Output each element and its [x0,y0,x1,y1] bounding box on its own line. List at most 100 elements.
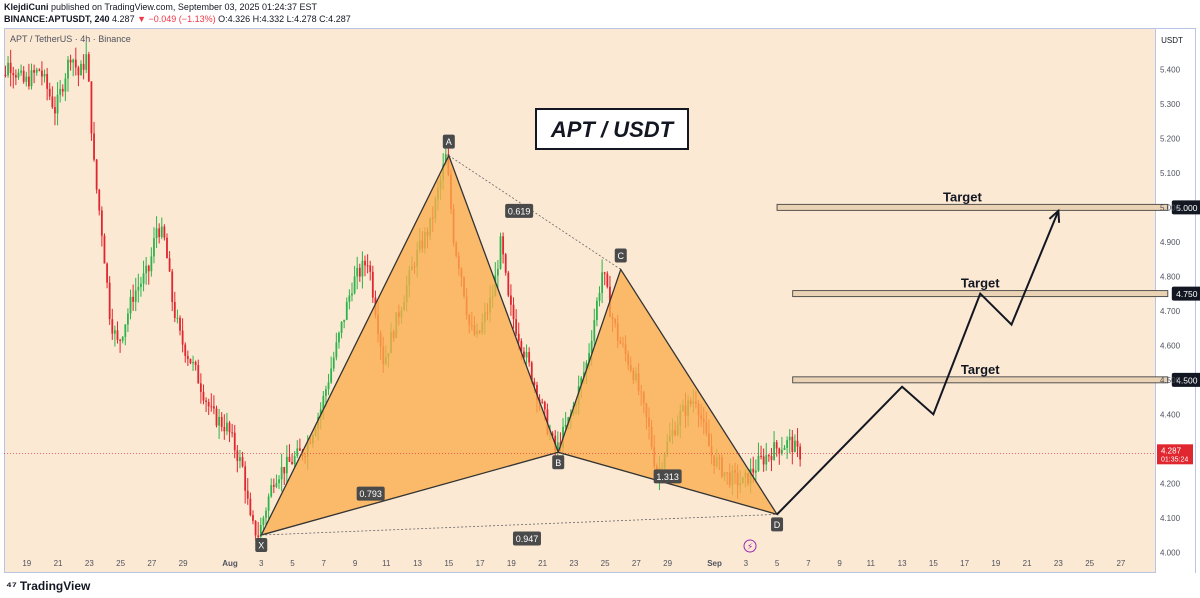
candle-body [603,272,606,274]
x-tick-label: 7 [322,559,327,568]
candle-body [153,238,155,257]
candle-body [150,256,153,272]
candle-body [791,436,794,453]
candle-body [351,293,353,296]
candle-body [199,383,202,392]
candle-body [215,408,218,426]
y-tick-label: 4.600 [1160,341,1181,350]
candle-body [338,332,340,343]
candle-body [220,416,223,427]
candle-body [168,258,171,272]
candle-body [528,352,531,363]
point-label-a-box [442,134,455,149]
candle-body [543,401,546,410]
target-zone [776,203,1169,211]
tradingview-text: TradingView [19,579,91,593]
x-tick-label: 15 [444,559,453,568]
candle-body [171,271,174,303]
candle-body [0,86,1,99]
candle-body [103,235,106,264]
author-name[interactable]: KlejdiCuni [4,2,49,12]
candle-body [330,368,333,383]
candle-body [252,515,254,521]
lightning-icon-glyph: ⚡ [747,543,753,553]
candle-body [59,88,62,95]
projection-path [776,210,1060,516]
candle-body [137,287,140,291]
candle-body [262,517,265,526]
candle-body [606,273,609,287]
candle-body [54,107,56,114]
candle-body [369,265,372,272]
candle-body [69,59,72,63]
candle-body [93,133,95,160]
tradingview-logo[interactable]: ⁴⁷ TradingView [6,579,90,593]
candle-body [35,69,38,73]
candle-body [189,358,192,364]
chart-title: APT / USDT [550,117,675,142]
x-tick-label: 15 [929,559,938,568]
target-price-tag: 4.750 [1176,289,1198,299]
ratio-label-box [512,531,541,546]
candle-body [585,362,588,373]
target-label: Target [961,276,1000,291]
candle-body [218,416,221,426]
candle-body [124,324,127,337]
candle-body [212,406,215,409]
candle-body [158,228,161,238]
candle-body [254,520,257,536]
target-price-tag: 5.000 [1176,203,1198,213]
candle-body [298,448,301,451]
lightning-icon [743,539,757,553]
y-tick-label: 4.200 [1160,479,1181,488]
symbol-name[interactable]: BINANCE:APTUSDT, 240 [4,14,110,24]
y-tick-label: 5.000 [1160,203,1181,212]
candle-body [95,159,98,190]
candle-body [197,364,200,384]
candle-body [530,362,533,382]
candle-body [523,351,525,358]
candle-body [38,69,41,71]
footer: ⁴⁷ TradingView [0,574,1200,598]
ratio-label-box [505,203,534,218]
projection-arrowhead [1048,208,1061,223]
x-tick-label: 3 [259,559,264,568]
x-tick-label: 3 [744,559,749,568]
candle-body [249,498,252,516]
candle-body [765,455,768,465]
candle-body [12,73,15,76]
candle-body [106,263,108,283]
x-tick-label: 11 [382,559,391,568]
candle-body [778,448,781,454]
candle-body [257,535,260,538]
candle-body [244,466,247,491]
candle-body [121,336,124,341]
publish-info: published on TradingView.com, September … [51,2,318,12]
target-price-tag-box [1171,372,1200,387]
x-tick-label: 9 [353,559,358,568]
candle-body [77,67,80,76]
pattern-triangle-xab [260,153,560,537]
x-tick-label: 5 [775,559,780,568]
candle-body [285,456,288,474]
candle-body [517,333,520,342]
candle-body [145,265,148,274]
candle-body [192,361,194,364]
candle-body [504,254,507,273]
candle-body [499,236,502,269]
candle-body [590,340,593,354]
ratio-label-box [653,469,682,484]
candle-body [116,330,119,340]
candle-body [160,226,163,238]
candle-body [28,76,30,87]
candle-body [259,525,262,538]
candle-body [56,94,59,114]
candle-body [775,442,778,449]
y-tick-label: 4.800 [1160,272,1181,281]
candle-body [231,432,234,434]
x-tick-label: 21 [538,559,547,568]
y-tick-label: 4.500 [1160,376,1181,385]
ratio-label: 0.619 [508,206,531,216]
candle-body [129,296,132,314]
